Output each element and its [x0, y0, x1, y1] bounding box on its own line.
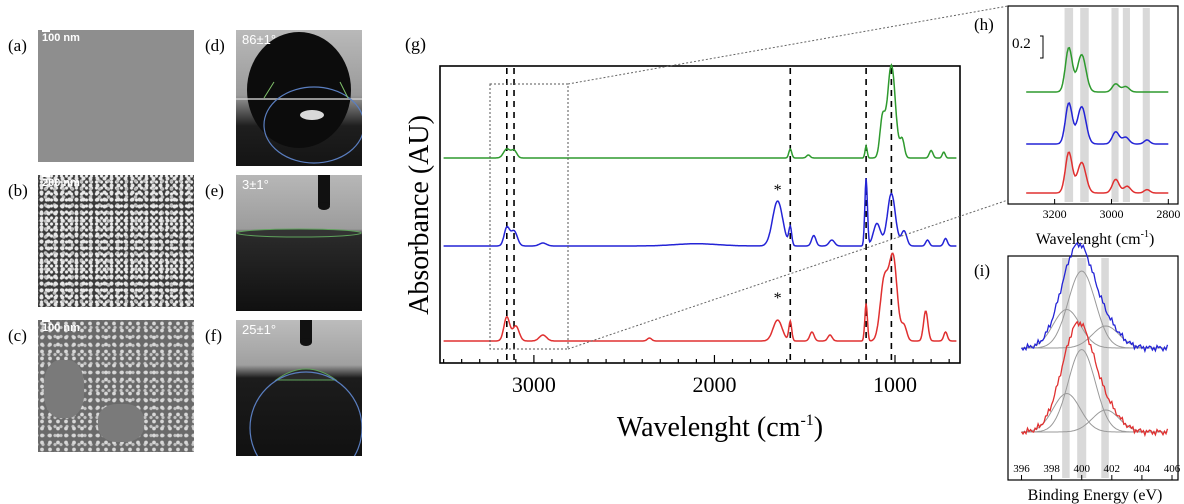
xlabel-h: Wavelenght (cm-1) [1036, 229, 1155, 248]
shaded-band-h [1111, 8, 1119, 202]
fit-component [1021, 308, 1168, 349]
scale-bracket-h [1040, 35, 1044, 59]
zoom-connector-top [567, 5, 1009, 85]
shaded-band-i [1077, 258, 1087, 478]
panel-label-d: (d) [205, 36, 225, 55]
inset-spectrum-blue [1026, 102, 1169, 145]
x-tick-label-h: 2800 [1156, 207, 1180, 221]
x-tick-label-g: 1000 [873, 372, 917, 397]
panel-label-b: (b) [8, 181, 28, 200]
xlabel-g-text: Wavelenght (cm [617, 412, 801, 443]
contact-angle-image-d: 86±1° [236, 30, 362, 166]
shaded-band-h [1080, 8, 1089, 202]
sem-dark-patch [98, 404, 144, 442]
xlabel-g-sup: -1 [800, 412, 813, 429]
plot-frame-g [439, 65, 961, 364]
scale-bar-a: 100 nm [42, 30, 80, 44]
droplet-d [236, 32, 362, 164]
peak-marker: * [774, 290, 782, 307]
fit-component [1021, 270, 1168, 349]
x-tick-label-i: 398 [1043, 463, 1060, 475]
ylabel-g: Absorbance (AU) [404, 115, 435, 315]
droplet-e [236, 175, 362, 238]
sem-dark-patch [44, 360, 84, 418]
peak-marker: * [774, 182, 782, 199]
plot-frame-i [1007, 255, 1179, 481]
x-tick-label-i: 396 [1013, 463, 1030, 475]
fit-component [1021, 392, 1168, 433]
xlabel-h-sup: -1 [1141, 229, 1149, 240]
inset-spectrum-green [1026, 46, 1169, 93]
spectrum-red [443, 252, 957, 342]
x-tick-label-i: 400 [1073, 463, 1090, 475]
scale-bar-b: 200 nm [42, 175, 80, 189]
shaded-band-i [1062, 258, 1070, 478]
zoom-connector-bottom [567, 199, 1009, 350]
shaded-band-i [1101, 258, 1109, 478]
spectrum-blue [443, 178, 957, 247]
shaded-band-h [1122, 8, 1130, 202]
fit-component [1021, 348, 1168, 433]
x-tick-label-h: 3000 [1099, 207, 1123, 221]
spectrum-green [443, 63, 957, 159]
contact-angle-image-f: 25±1° [236, 320, 362, 456]
x-tick-label-i: 404 [1134, 463, 1151, 475]
x-tick-label-i: 406 [1164, 463, 1181, 475]
sem-image-a: 100 nm [38, 30, 194, 162]
fit-component [1021, 325, 1168, 349]
x-tick-label-g: 3000 [512, 372, 556, 397]
sem-image-b: 200 nm [38, 175, 194, 307]
xps-spectrum-blue [1020, 241, 1169, 354]
plot-frame-h [1007, 5, 1179, 205]
droplet-f [249, 320, 362, 456]
fit-component [1021, 409, 1168, 433]
panel-label-e: (e) [205, 181, 224, 200]
sem-image-c: 100 nm [38, 320, 194, 452]
zoom-box [489, 83, 569, 350]
shaded-band-h [1064, 8, 1074, 202]
panel-label-i: (i) [974, 261, 990, 280]
contact-angle-f: 25±1° [242, 322, 277, 337]
x-tick-label-g: 2000 [692, 372, 736, 397]
contact-angle-e: 3±1° [242, 177, 269, 192]
xlabel-g-close: ) [814, 412, 823, 443]
contact-angle-image-e: 3±1° [236, 175, 362, 311]
xps-spectrum-red [1020, 320, 1169, 438]
panel-label-h: (h) [974, 15, 994, 34]
panel-label-f: (f) [205, 326, 222, 345]
panel-label-g: (g) [405, 34, 426, 55]
xlabel-i: Binding Energy (eV) [1028, 487, 1163, 504]
shaded-band-h [1142, 8, 1150, 202]
xlabel-h-close: ) [1149, 231, 1154, 248]
xlabel-h-text: Wavelenght (cm [1036, 231, 1141, 248]
inset-spectrum-red [1026, 151, 1169, 194]
xlabel-g: Wavelenght (cm-1) [617, 412, 823, 443]
contact-angle-d: 86±1° [242, 32, 277, 47]
panel-label-c: (c) [8, 326, 27, 345]
panel-label-a: (a) [8, 36, 27, 55]
x-tick-label-h: 3200 [1043, 207, 1067, 221]
scale-bar-c: 100 nm [42, 320, 80, 334]
scale-label-h: 0.2 [1012, 36, 1031, 52]
x-tick-label-i: 402 [1104, 463, 1121, 475]
